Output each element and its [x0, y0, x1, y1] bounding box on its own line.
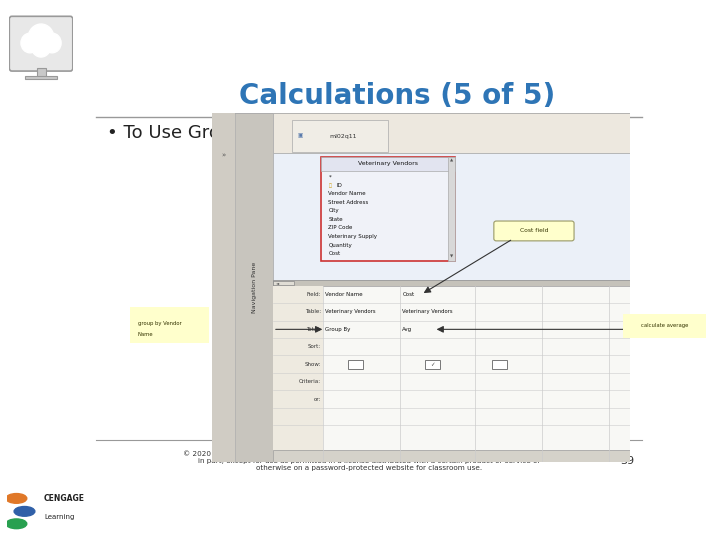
FancyBboxPatch shape	[235, 113, 273, 462]
FancyBboxPatch shape	[426, 360, 440, 369]
Text: calculate average: calculate average	[641, 323, 688, 328]
Text: ZIP Code: ZIP Code	[328, 226, 353, 231]
FancyBboxPatch shape	[292, 120, 388, 152]
Text: • To Use Grouping: • To Use Grouping	[107, 124, 271, 143]
Text: Vendor Name: Vendor Name	[325, 292, 363, 297]
Text: CENGAGE: CENGAGE	[44, 494, 85, 503]
FancyBboxPatch shape	[37, 68, 45, 77]
Text: 🔑: 🔑	[328, 183, 331, 188]
Text: Field:: Field:	[307, 292, 321, 297]
Text: Cost: Cost	[402, 292, 415, 297]
Text: 39: 39	[620, 456, 634, 465]
Text: Avg: Avg	[402, 327, 413, 332]
Text: Quantity: Quantity	[328, 242, 352, 247]
Circle shape	[43, 33, 61, 53]
Circle shape	[6, 494, 27, 503]
FancyBboxPatch shape	[212, 113, 235, 462]
Text: Name: Name	[138, 332, 153, 336]
Text: ▼: ▼	[450, 254, 453, 258]
Text: Cost: Cost	[328, 251, 341, 256]
Circle shape	[21, 33, 39, 53]
FancyBboxPatch shape	[321, 157, 454, 171]
Text: Criteria:: Criteria:	[299, 379, 321, 384]
Text: Veterinary Vendors: Veterinary Vendors	[358, 161, 418, 166]
Text: ▣: ▣	[297, 133, 302, 139]
Text: or:: or:	[314, 396, 321, 402]
FancyBboxPatch shape	[273, 286, 630, 462]
Circle shape	[14, 507, 35, 516]
Text: Veterinary Supply: Veterinary Supply	[328, 234, 377, 239]
Text: ID: ID	[337, 183, 343, 188]
Text: Navigation Pane: Navigation Pane	[252, 262, 256, 313]
FancyBboxPatch shape	[449, 157, 454, 261]
FancyBboxPatch shape	[618, 313, 710, 339]
Text: City: City	[328, 208, 339, 213]
FancyBboxPatch shape	[273, 281, 294, 285]
Text: ▲: ▲	[450, 158, 453, 163]
Text: Show:: Show:	[305, 362, 321, 367]
FancyBboxPatch shape	[9, 16, 73, 71]
FancyBboxPatch shape	[494, 221, 574, 241]
Text: Learning: Learning	[44, 514, 74, 520]
Text: Total:: Total:	[306, 327, 321, 332]
Text: ◄: ◄	[276, 281, 279, 285]
Text: Street Address: Street Address	[328, 200, 369, 205]
FancyBboxPatch shape	[273, 153, 630, 281]
Text: *: *	[328, 174, 331, 179]
Text: © 2020 Cengage Learning. All Rights Reserved. May not be copied, scanned, or dup: © 2020 Cengage Learning. All Rights Rese…	[183, 450, 555, 471]
FancyBboxPatch shape	[273, 286, 323, 462]
FancyBboxPatch shape	[126, 305, 213, 345]
Text: group by Vendor: group by Vendor	[138, 321, 181, 326]
FancyBboxPatch shape	[321, 157, 454, 261]
Text: ✓: ✓	[431, 362, 435, 367]
Text: Sort:: Sort:	[308, 345, 321, 349]
Text: Group By: Group By	[325, 327, 351, 332]
FancyBboxPatch shape	[273, 449, 630, 462]
Circle shape	[32, 36, 50, 57]
Circle shape	[28, 24, 54, 52]
FancyBboxPatch shape	[348, 360, 363, 369]
Text: »: »	[222, 152, 226, 158]
Text: Cost field: Cost field	[520, 228, 548, 233]
Circle shape	[6, 519, 27, 529]
Text: Veterinary Vendors: Veterinary Vendors	[325, 309, 376, 314]
Text: Calculations (5 of 5): Calculations (5 of 5)	[239, 82, 555, 110]
FancyBboxPatch shape	[273, 113, 630, 153]
Text: ml02q11: ml02q11	[329, 133, 357, 139]
Text: Table:: Table:	[305, 309, 321, 314]
Text: State: State	[328, 217, 343, 222]
FancyBboxPatch shape	[212, 113, 630, 462]
FancyBboxPatch shape	[24, 76, 58, 79]
FancyBboxPatch shape	[492, 360, 507, 369]
Text: Veterinary Vendors: Veterinary Vendors	[402, 309, 453, 314]
Text: Vendor Name: Vendor Name	[328, 191, 366, 197]
FancyBboxPatch shape	[273, 280, 630, 286]
